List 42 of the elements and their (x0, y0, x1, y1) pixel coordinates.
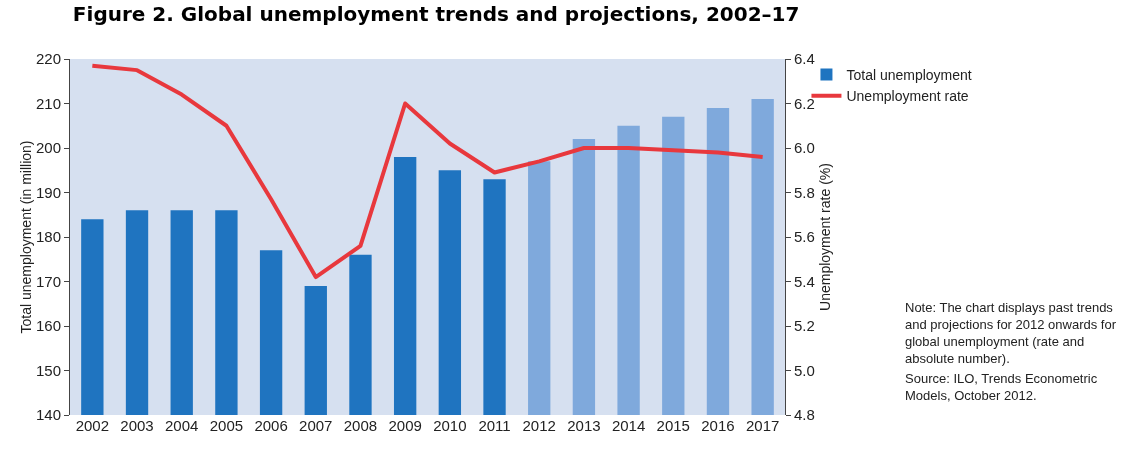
line-series (90, 63, 765, 280)
x-tick-label: 2013 (567, 417, 601, 434)
x-tick-label: 2012 (522, 417, 556, 434)
x-tick-label: 2011 (478, 417, 511, 434)
x-tick-label: 2014 (611, 417, 646, 434)
x-tick-label: 2008 (343, 417, 378, 434)
y-tick-label: 170 (35, 272, 61, 290)
x-tick-label: 2004 (165, 417, 199, 434)
y-tick-label: 140 (35, 406, 61, 424)
y-tick-label: 150 (35, 361, 61, 379)
source-note: Source: ILO, Trends Econometric Models, October 2012. (905, 371, 1098, 403)
x-tick-label: 2010 (433, 417, 467, 434)
x-tick-label: 2005 (209, 417, 244, 434)
x-tick-label: 2015 (656, 417, 690, 434)
y2-tick-label: 5.6 (794, 228, 815, 246)
chart-title: Figure 2. Global unemployment trends and projections, 2002–17 (72, 1, 800, 26)
y2-tick-label: 6.4 (794, 50, 815, 68)
y2-axis-title: Unemployment rate (%) (817, 163, 833, 311)
x-tick-label: 2006 (254, 417, 288, 434)
x-tick-label: 2017 (745, 417, 780, 434)
y2-tick-label: 5.8 (794, 183, 815, 201)
y-axis-title: Total unemployment (in million) (17, 140, 34, 334)
legend-label: Unemployment rate (846, 88, 969, 105)
legend-label: Total unemployment (846, 67, 972, 84)
text: Note: The chart displays past trends and projections for 2012 onwards for global unemployment (rate and absolute number). (905, 300, 1117, 366)
x-tick-label: 2007 (299, 417, 333, 434)
y2-tick-label: 5.2 (794, 317, 815, 335)
x-tick-label: 2016 (701, 417, 735, 434)
x-tick-label: 2009 (388, 417, 422, 434)
y2-tick-label: 6.2 (794, 94, 815, 112)
y-tick-label: 210 (35, 94, 61, 112)
y-tick-label: 190 (35, 183, 61, 201)
x-tick-label: 2003 (120, 417, 154, 434)
y-tick-label: 160 (35, 317, 61, 335)
y-tick-label: 180 (35, 228, 61, 246)
x-tick-label: 2002 (75, 417, 110, 434)
y2-tick-label: 5.0 (794, 361, 815, 379)
y2-tick-label: 6.0 (794, 139, 815, 157)
y-tick-label: 200 (35, 139, 61, 157)
y-tick-label: 220 (35, 50, 61, 68)
y2-tick-label: 5.4 (794, 272, 815, 290)
y2-tick-label: 4.8 (794, 406, 815, 424)
